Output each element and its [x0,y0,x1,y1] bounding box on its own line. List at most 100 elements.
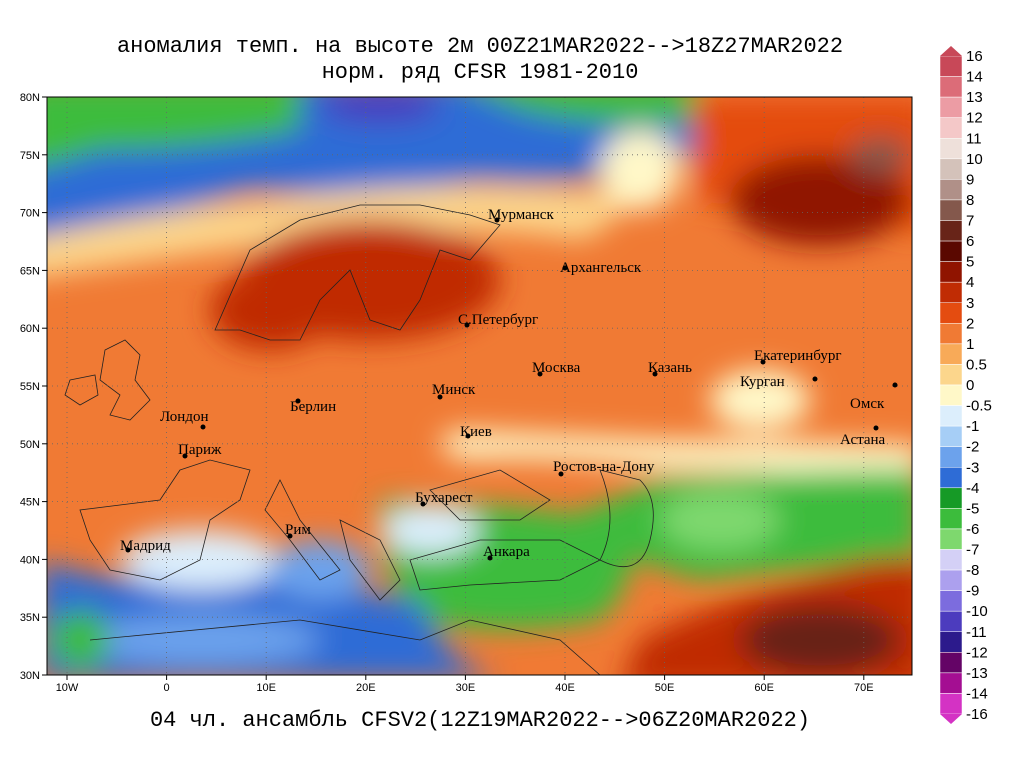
city-dot [760,359,766,365]
colorbar-box [939,549,963,571]
city-dot [537,371,543,377]
colorbar-label: 7 [966,213,974,230]
city-dot [465,433,471,439]
city-label: Казань [648,360,692,376]
colorbar-label: 5 [966,254,974,271]
colorbar-label: -16 [966,706,988,723]
colorbar-label: 6 [966,233,974,250]
colorbar-label: -7 [966,542,979,559]
city-dot [420,501,426,507]
lat-label: 65N [20,265,40,277]
colorbar-label: 16 [966,48,983,65]
lon-label: 30E [456,682,476,694]
city-label: Лондон [160,409,209,425]
colorbar-box [939,96,963,118]
colorbar-box [939,652,963,674]
colorbar-box [939,631,963,653]
lat-label: 55N [20,381,40,393]
lat-label: 80N [20,92,40,104]
colorbar-label: -4 [966,480,979,497]
city-dot [295,398,301,404]
lon-label: 70E [854,682,874,694]
colorbar-box [939,590,963,612]
colorbar-label: -5 [966,500,979,517]
city-label: Киев [460,424,492,440]
colorbar-label: 12 [966,110,983,127]
city-dot [125,547,131,553]
colorbar-box [939,446,963,468]
colorbar-label: -14 [966,685,988,702]
colorbar-box [939,693,963,715]
colorbar-label: -10 [966,603,988,620]
colorbar-box [939,302,963,324]
lat-label: 50N [20,439,40,451]
city-dot [652,371,658,377]
colorbar-box [939,261,963,283]
colorbar-label: 13 [966,89,983,106]
city-dot [437,394,443,400]
lat-label: 70N [20,208,40,220]
colorbar-label: -8 [966,562,979,579]
colorbar-box [939,323,963,345]
colorbar-box [939,487,963,509]
lat-label: 45N [20,497,40,509]
lon-label: 60E [754,682,774,694]
colorbar-box [939,199,963,221]
anomaly-field [47,97,912,675]
colorbar-label: -12 [966,644,988,661]
colorbar-box [939,384,963,406]
colorbar-label: -2 [966,439,979,456]
colorbar-label: 0.5 [966,356,987,373]
lon-label: 10E [256,682,276,694]
city-dot [487,555,493,561]
city-label: Париж [178,442,222,458]
colorbar-label: 0 [966,377,974,394]
subtitle: норм. ряд CFSR 1981-2010 [322,60,639,85]
colorbar-label: 14 [966,69,983,86]
colorbar-label: -11 [966,624,987,641]
colorbar-box [939,138,963,160]
lon-label: 0 [164,682,170,694]
city-dot [464,322,470,328]
lon-label: 50E [655,682,675,694]
lon-label: 40E [555,682,575,694]
title: аномалия темп. на высоте 2м 00Z21MAR2022… [117,34,843,59]
colorbar-box [939,179,963,201]
lon-label: 20E [356,682,376,694]
colorbar-box [939,76,963,98]
lat-label: 35N [20,612,40,624]
city-label: Астана [840,432,886,448]
city-dot [562,265,568,271]
city-label: Рим [285,522,311,538]
colorbar-arrow [940,714,962,724]
colorbar-label: 8 [966,192,974,209]
city-dot [812,376,818,382]
colorbar-label: -1 [966,418,979,435]
city-label: Омск [850,396,885,412]
colorbar-box [939,240,963,262]
city-label: Архангельск [560,260,642,276]
colorbar-box [939,467,963,489]
colorbar-box [939,672,963,694]
lat-label: 30N [20,670,40,682]
colorbar-label: 3 [966,295,974,312]
colorbar-label: 11 [966,130,982,147]
city-dot [494,217,500,223]
colorbar-box [939,528,963,550]
city-label: Ростов-на-Дону [553,459,655,475]
city-label: Мурманск [488,207,554,223]
colorbar-box [939,117,963,139]
city-dot [873,425,879,431]
footer: 04 чл. ансамбль CFSV2(12Z19MAR2022-->06Z… [150,708,810,733]
colorbar-label: -0.5 [966,398,992,415]
colorbar-box [939,220,963,242]
lon-label: 10W [56,682,79,694]
city-label: Анкара [483,544,530,560]
lat-label: 60N [20,323,40,335]
colorbar-box [939,55,963,77]
city-dot [182,453,188,459]
colorbar-label: 10 [966,151,983,168]
city-label: Берлин [290,399,336,415]
city-label: Москва [532,360,581,376]
